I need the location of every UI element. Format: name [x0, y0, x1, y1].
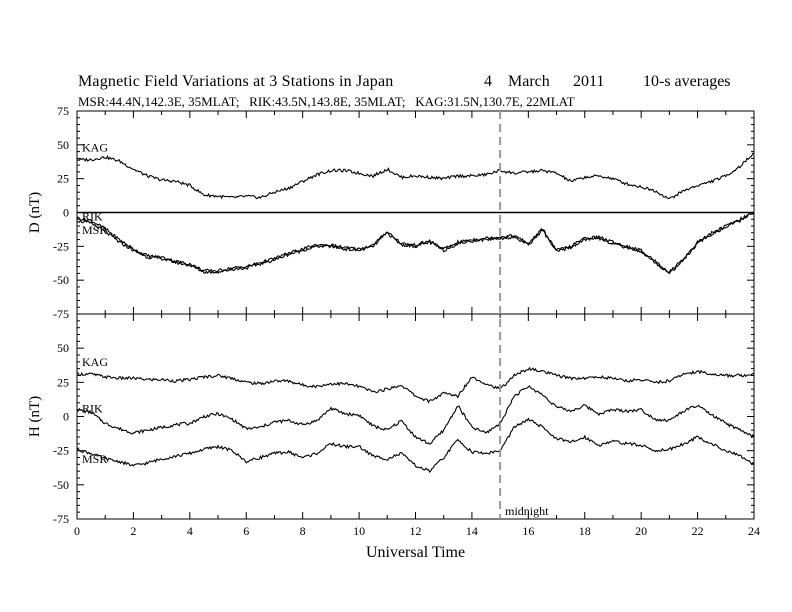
series-label-rik: RIK: [82, 210, 103, 224]
stations-line: MSR:44.4N,142.3E, 35MLAT; RIK:43.5N,143.…: [78, 94, 575, 109]
series-label-rik: RIK: [82, 401, 103, 415]
series-label-kag: KAG: [82, 141, 108, 155]
x-tick-label: 24: [748, 524, 760, 538]
averaging-label: 10-s averages: [643, 73, 731, 90]
series-label-msr: MSR: [82, 223, 107, 237]
y-tick-label: -50: [53, 273, 69, 287]
y-tick-label: -25: [53, 444, 69, 458]
y-tick-label: 75: [57, 104, 69, 118]
series-line-msr: [77, 212, 755, 275]
y-tick-label: -25: [53, 239, 69, 253]
y-tick-label: 25: [57, 172, 69, 186]
chart-title: Magnetic Field Variations at 3 Stations …: [78, 73, 394, 90]
y-tick-label: 50: [57, 341, 69, 355]
x-tick-label: 16: [522, 524, 534, 538]
y-tick-label: 50: [57, 138, 69, 152]
x-tick-label: 20: [635, 524, 647, 538]
date-day: 4: [484, 73, 492, 90]
series-line-kag: [76, 366, 755, 404]
y-tick-label: 0: [63, 206, 69, 220]
midnight-label: midnight: [505, 504, 549, 518]
panel-frame: [76, 313, 755, 520]
y-tick-label: -50: [53, 478, 69, 492]
series-line-rik: [76, 211, 755, 273]
x-tick-label: 2: [130, 524, 136, 538]
series-line-kag: [76, 152, 755, 200]
x-tick-label: 18: [579, 524, 591, 538]
x-tick-label: 14: [466, 524, 478, 538]
x-tick-label: 22: [692, 524, 704, 538]
series-line-msr: [76, 417, 755, 473]
date-year: 2011: [573, 73, 605, 90]
y-tick-label: -75: [53, 307, 69, 321]
x-tick-label: 6: [243, 524, 249, 538]
y-tick-label: 0: [63, 410, 69, 424]
y-axis-label: D (nT): [27, 192, 43, 233]
x-tick-label: 8: [300, 524, 306, 538]
x-tick-label: 10: [353, 524, 365, 538]
y-tick-label: 25: [57, 375, 69, 389]
series-line-rik: [76, 385, 755, 445]
y-tick-label: -75: [53, 512, 69, 526]
x-axis-label: Universal Time: [366, 544, 465, 561]
x-tick-label: 0: [74, 524, 80, 538]
series-label-kag: KAG: [82, 355, 108, 369]
date-month: March: [508, 73, 550, 90]
x-tick-label: 12: [410, 524, 422, 538]
series-label-msr: MSR: [82, 452, 107, 466]
y-axis-label: H (nT): [27, 396, 43, 437]
x-tick-label: 4: [187, 524, 193, 538]
